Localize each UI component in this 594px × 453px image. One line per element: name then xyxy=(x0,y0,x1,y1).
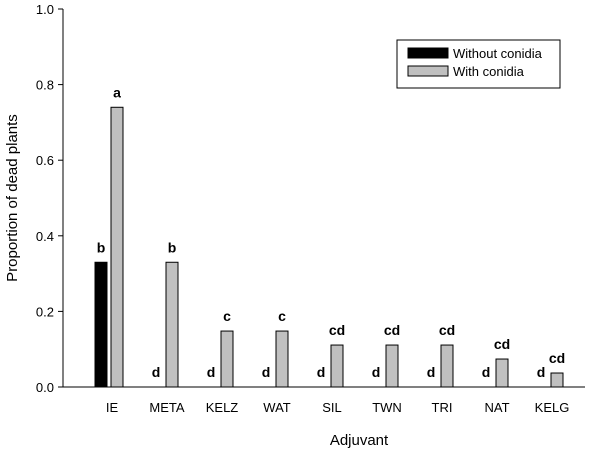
legend-swatch-with-conidia xyxy=(407,65,449,77)
x-tick-label: KELG xyxy=(535,400,570,415)
x-tick-label: WAT xyxy=(263,400,290,415)
bar-significance-letter: d xyxy=(207,364,216,380)
bar xyxy=(110,106,124,388)
bar xyxy=(165,261,179,388)
bar xyxy=(94,261,108,388)
x-tick-label: TRI xyxy=(432,400,453,415)
y-ticks-group: 0.0 0.2 0.4 0.6 0.8 1.0 xyxy=(36,2,63,395)
bar-significance-letter: c xyxy=(278,308,286,324)
bar-significance-letter: d xyxy=(427,364,436,380)
x-tick-label: KELZ xyxy=(206,400,239,415)
y-tick-label: 0.6 xyxy=(36,153,54,168)
bar-significance-letter: b xyxy=(97,239,106,255)
bar-significance-letter: c xyxy=(223,308,231,324)
x-axis-title: Adjuvant xyxy=(330,432,389,449)
x-tick-label: SIL xyxy=(322,400,342,415)
y-tick-label: 0.4 xyxy=(36,229,54,244)
bar-significance-letter: d xyxy=(152,364,161,380)
bar-significance-letter: d xyxy=(372,364,381,380)
bar xyxy=(550,372,564,388)
x-ticks-group: IE META KELZ WAT SIL TWN TRI NAT KELG xyxy=(106,400,569,415)
x-tick-label: NAT xyxy=(484,400,509,415)
legend-swatch-without-conidia xyxy=(407,47,449,59)
bar-significance-letter: cd xyxy=(494,336,510,352)
bar-significance-letter: d xyxy=(317,364,326,380)
bar-significance-letter: a xyxy=(113,84,121,100)
bar-significance-letter: cd xyxy=(384,322,400,338)
legend-label-without-conidia: Without conidia xyxy=(453,46,543,61)
legend-label-with-conidia: With conidia xyxy=(453,64,525,79)
y-tick-label: 1.0 xyxy=(36,2,54,17)
x-tick-label: META xyxy=(149,400,184,415)
bar xyxy=(330,344,344,388)
y-tick-label: 0.8 xyxy=(36,78,54,93)
x-tick-label: TWN xyxy=(372,400,402,415)
y-tick-label: 0.2 xyxy=(36,304,54,319)
bar xyxy=(495,358,509,388)
x-tick-label: IE xyxy=(106,400,119,415)
bar-significance-letter: b xyxy=(168,239,177,255)
bar-significance-letter: d xyxy=(537,364,546,380)
bar xyxy=(440,344,454,388)
bar-significance-letter: cd xyxy=(439,322,455,338)
y-axis-title: Proportion of dead plants xyxy=(4,114,21,282)
bar-significance-letter: cd xyxy=(329,322,345,338)
bar-significance-letter: d xyxy=(262,364,271,380)
bar xyxy=(220,330,234,388)
bar xyxy=(275,330,289,388)
bar-significance-letter: cd xyxy=(549,350,565,366)
bar xyxy=(385,344,399,388)
bar-significance-letter: d xyxy=(482,364,491,380)
y-tick-label: 0.0 xyxy=(36,380,54,395)
legend: Without conidia With conidia xyxy=(396,39,561,89)
bars-group xyxy=(94,106,564,388)
